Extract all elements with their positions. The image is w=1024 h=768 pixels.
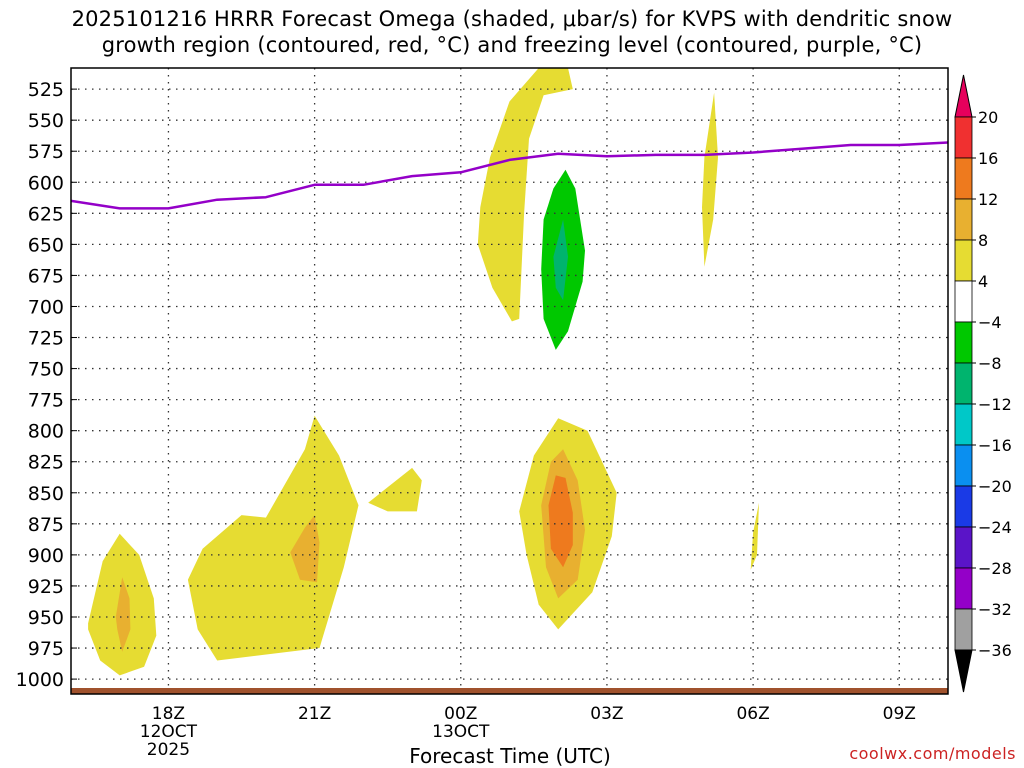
y-tick-label-925: 925 [28, 576, 64, 598]
colorbar-bin-12 [954, 608, 973, 651]
colorbar-label-6: −8 [978, 354, 1002, 373]
colorbar-label-0: 20 [978, 108, 998, 127]
colorbar-label-11: −28 [978, 559, 1012, 578]
omega-region-7 [548, 475, 573, 568]
omega-region-8 [477, 68, 573, 322]
colorbar-label-3: 8 [978, 231, 988, 250]
y-tick-label-875: 875 [28, 514, 64, 536]
site-credit[interactable]: coolwx.com/models [849, 744, 1016, 763]
y-tick-label-725: 725 [28, 328, 64, 350]
omega-region-4 [368, 467, 422, 512]
colorbar-bin-7 [954, 403, 973, 446]
colorbar-bin-2 [954, 198, 973, 241]
y-tick-label-850: 850 [28, 483, 64, 505]
colorbar-bin-8 [954, 444, 973, 487]
y-tick-label-600: 600 [28, 172, 64, 194]
colorbar-label-8: −16 [978, 436, 1012, 455]
colorbar-bin-6 [954, 362, 973, 405]
y-tick-label-525: 525 [28, 79, 64, 101]
omega-region-2 [187, 415, 359, 661]
y-tick-label-900: 900 [28, 545, 64, 567]
y-tick-label-750: 750 [28, 359, 64, 381]
omega-region-1 [115, 577, 131, 652]
colorbar-bin-4 [954, 280, 973, 323]
y-tick-label-550: 550 [28, 110, 64, 132]
y-tick-label-775: 775 [28, 390, 64, 412]
omega-region-12 [553, 219, 568, 301]
y-tick-label-950: 950 [28, 607, 64, 629]
y-tick-label-625: 625 [28, 203, 64, 225]
x-axis-label: Forecast Time (UTC) [409, 744, 611, 768]
colorbar-bin-10 [954, 526, 973, 569]
omega-region-3 [290, 515, 320, 583]
colorbar-bin-1 [954, 157, 973, 200]
ground-strip [71, 688, 948, 694]
colorbar-label-9: −20 [978, 477, 1012, 496]
colorbar-label-12: −32 [978, 600, 1012, 619]
colorbar-label-5: −4 [978, 313, 1002, 332]
colorbar-bin-11 [954, 567, 973, 610]
x-tick-label-21Z-0: 21Z [298, 704, 331, 724]
x-tick-label-00Z-0: 00Z [444, 704, 477, 724]
y-tick-label-800: 800 [28, 421, 64, 443]
omega-region-10 [750, 502, 759, 570]
colorbar-label-2: 12 [978, 190, 998, 209]
omega-region-9 [702, 92, 718, 267]
freezing-level-line [71, 141, 948, 210]
colorbar-bin-9 [954, 485, 973, 528]
x-tick-label-18Z-2: 2025 [147, 740, 190, 760]
y-tick-label-650: 650 [28, 234, 64, 256]
chart-title-line-2: growth region (contoured, red, °C) and f… [101, 33, 923, 57]
x-tick-label-03Z-0: 03Z [590, 704, 623, 724]
y-tick-label-825: 825 [28, 452, 64, 474]
colorbar-label-13: −36 [978, 641, 1012, 660]
x-tick-label-00Z-1: 13OCT [432, 722, 490, 742]
x-tick-label-18Z-0: 18Z [152, 704, 185, 724]
x-tick-label-18Z-1: 12OCT [140, 722, 198, 742]
y-tick-label-700: 700 [28, 296, 64, 318]
colorbar-label-7: −12 [978, 395, 1012, 414]
y-tick-label-675: 675 [28, 265, 64, 287]
y-tick-label-1000: 1000 [16, 669, 64, 691]
y-tick-label-575: 575 [28, 141, 64, 163]
chart-title-line-1: 2025101216 HRRR Forecast Omega (shaded, … [71, 7, 953, 31]
x-tick-label-09Z-0: 09Z [883, 704, 916, 724]
plot-frame [70, 67, 949, 695]
colorbar-bin-0 [954, 116, 973, 159]
y-tick-label-975: 975 [28, 638, 64, 660]
colorbar-label-10: −24 [978, 518, 1012, 537]
colorbar-bin-3 [954, 239, 973, 282]
colorbar-label-4: 4 [978, 272, 988, 291]
colorbar-bin-5 [954, 321, 973, 364]
colorbar-bottom-arrow [954, 649, 973, 693]
colorbar-label-1: 16 [978, 149, 998, 168]
x-tick-label-06Z-0: 06Z [736, 704, 769, 724]
colorbar-top-arrow [954, 74, 973, 118]
